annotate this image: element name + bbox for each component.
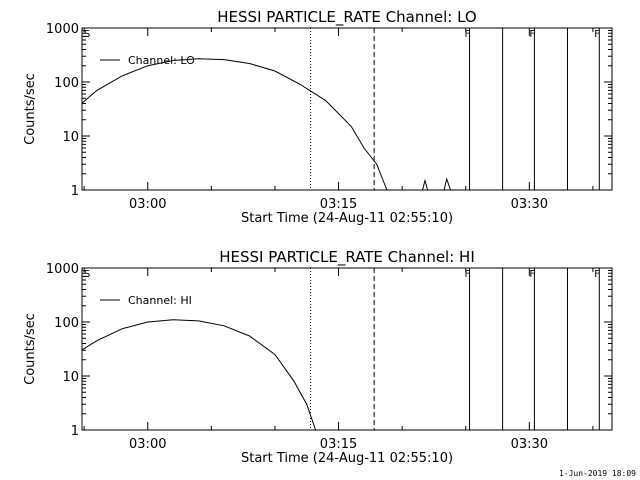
- plot-timestamp: 1-Jun-2019 18:09: [558, 469, 636, 478]
- time-marker-label: F: [529, 29, 535, 40]
- y-tick-label: 100: [54, 316, 79, 331]
- y-axis-label: Counts/sec: [23, 73, 38, 145]
- x-axis-label: Start Time (24-Aug-11 02:55:10): [241, 211, 453, 226]
- y-tick-label: 100: [54, 76, 79, 91]
- x-tick-label: 03:15: [320, 437, 357, 452]
- x-axis-label: Start Time (24-Aug-11 02:55:10): [241, 451, 453, 466]
- time-marker-label: F: [465, 269, 471, 280]
- series-line-channel-lo: [82, 58, 388, 190]
- legend-label: Channel: LO: [128, 54, 195, 67]
- legend-label: Channel: HI: [128, 294, 192, 307]
- y-tick-label: 1: [71, 184, 79, 199]
- y-tick-label: 1000: [46, 22, 79, 37]
- time-marker-label: F: [594, 269, 600, 280]
- corner-marker-label: S: [84, 269, 90, 280]
- plot-frame: [81, 267, 613, 431]
- chart-panel-2: HESSI PARTICLE_RATE Channel: HI 1 10 100 100…: [23, 248, 613, 466]
- series-line-channel-lo: [422, 178, 429, 190]
- time-marker-label: F: [465, 29, 471, 40]
- chart-title: HESSI PARTICLE_RATE Channel: HI: [219, 248, 475, 267]
- time-marker-label: F: [529, 269, 535, 280]
- y-tick-label: 10: [62, 130, 79, 145]
- chart-panel-1: HESSI PARTICLE_RATE Channel: LO 1 10 100 100…: [23, 8, 613, 226]
- y-axis-label: Counts/sec: [23, 313, 38, 385]
- time-marker-label: F: [594, 29, 600, 40]
- x-tick-label: 03:30: [511, 197, 548, 212]
- x-tick-label: 03:15: [320, 197, 357, 212]
- corner-marker-label: S: [84, 29, 90, 40]
- y-tick-label: 10: [62, 370, 79, 385]
- x-tick-label: 03:00: [129, 197, 166, 212]
- plot-frame: [81, 27, 613, 191]
- x-tick-label: 03:30: [511, 437, 548, 452]
- y-tick-label: 1000: [46, 262, 79, 277]
- series-line-channel-lo: [443, 177, 451, 190]
- y-tick-label: 1: [71, 424, 79, 439]
- series-line-channel-hi: [82, 319, 317, 430]
- chart-title: HESSI PARTICLE_RATE Channel: LO: [217, 8, 476, 27]
- x-tick-label: 03:00: [129, 437, 166, 452]
